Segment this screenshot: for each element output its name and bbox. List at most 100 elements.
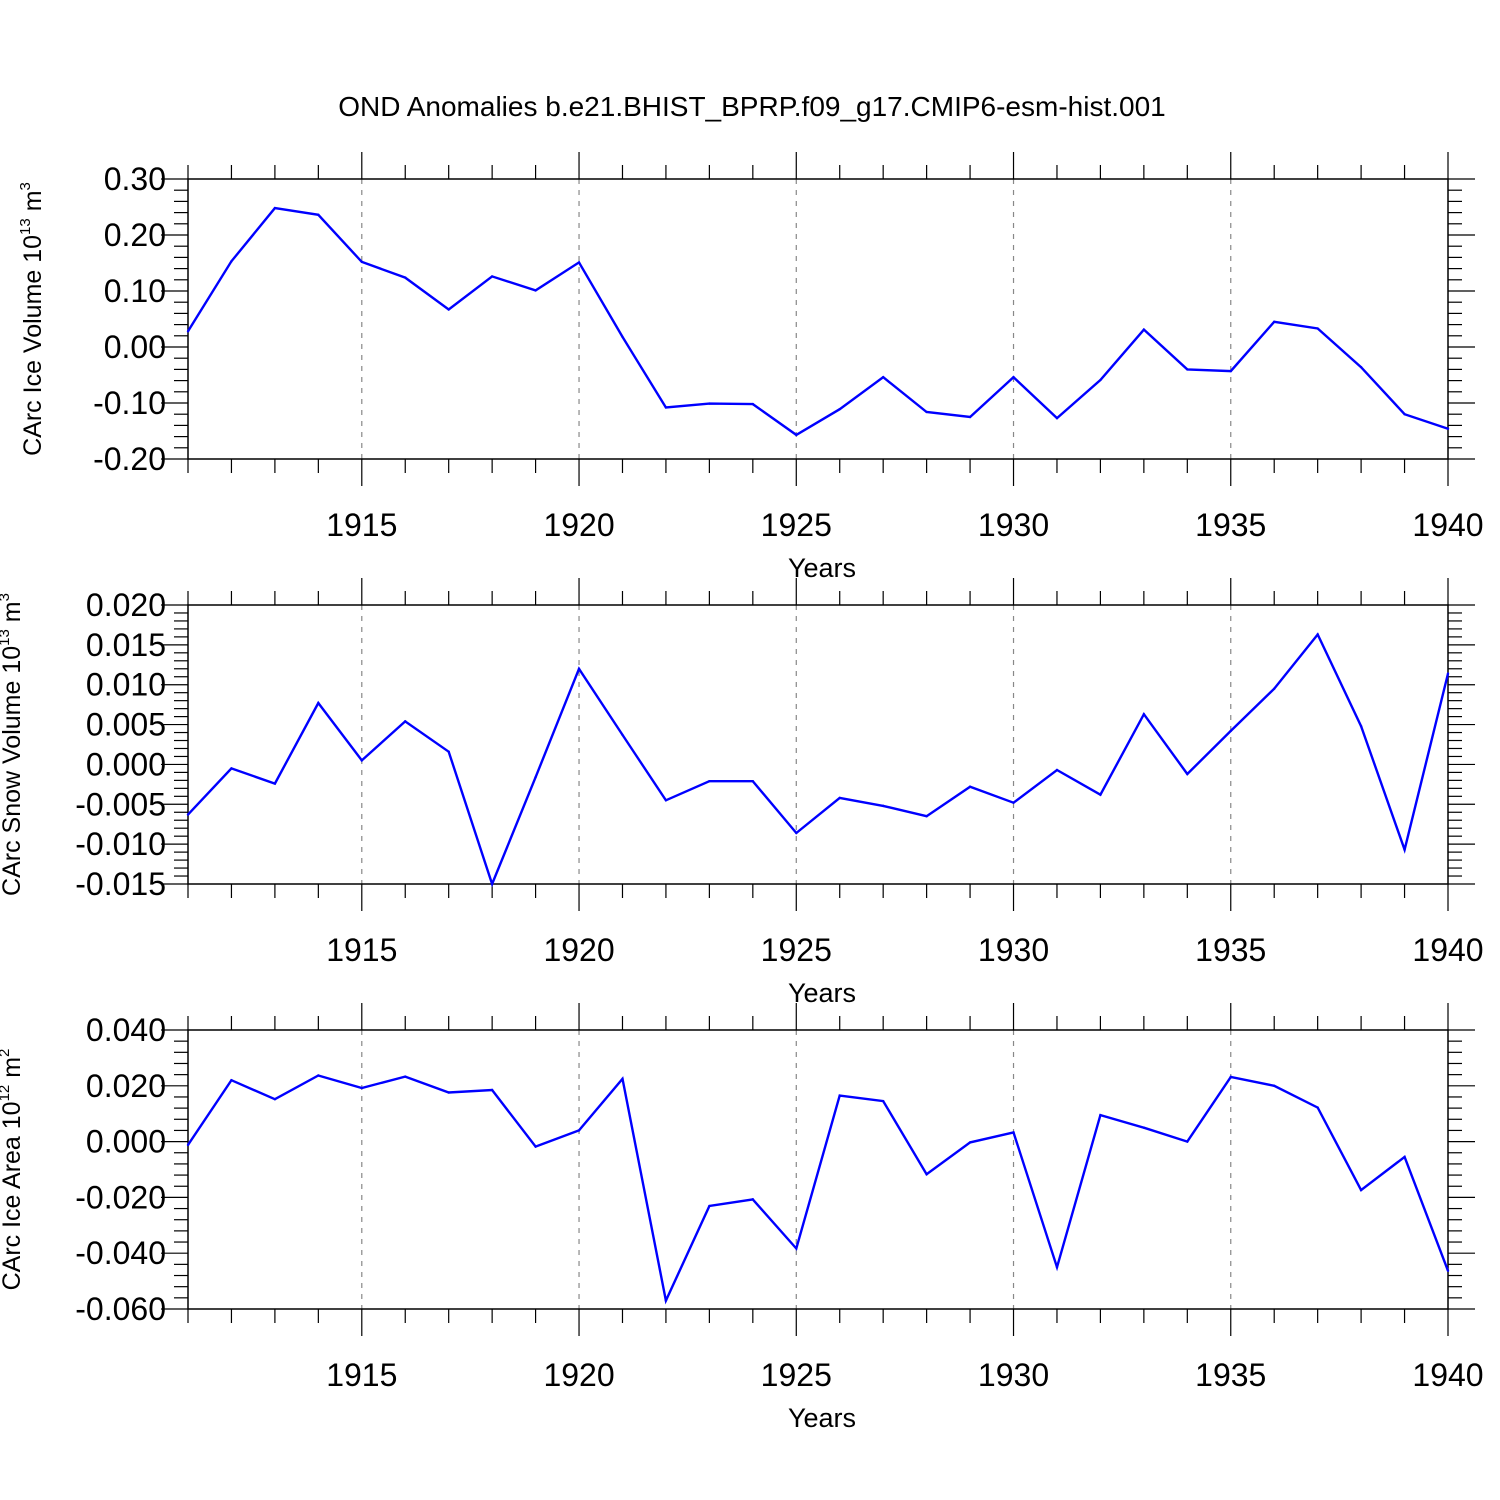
- y-tick-label: 0.10: [104, 273, 166, 309]
- data-point: [795, 1247, 798, 1250]
- data-point: [1142, 713, 1146, 716]
- x-tick-label: 1940: [1412, 1357, 1483, 1393]
- data-point: [534, 1145, 537, 1148]
- plot-frame: [187, 1029, 1449, 1310]
- series-line: [187, 632, 1450, 888]
- x-tick-label: 1940: [1412, 932, 1483, 968]
- data-point: [1316, 1106, 1319, 1109]
- y-tick-label: -0.060: [75, 1291, 166, 1327]
- panel-3: 0.040 0.020 0.000 -0.020 -0.040 -0.060 1915 192…: [0, 1003, 1484, 1433]
- data-point: [751, 779, 755, 783]
- y-tick-label: 0.020: [86, 587, 166, 623]
- x-tick-label: 1925: [761, 1357, 832, 1393]
- y-tick-label: -0.005: [75, 786, 166, 822]
- y-tick-label: 0.005: [86, 707, 166, 743]
- y-tick-label: 0.040: [86, 1012, 166, 1048]
- data-point: [664, 406, 668, 409]
- data-point: [881, 1099, 885, 1103]
- y-axis-label: CArc Ice Area 1012 m2: [0, 1049, 26, 1291]
- data-point: [881, 376, 885, 379]
- data-point: [795, 831, 798, 835]
- data-point: [1359, 365, 1363, 369]
- y-tick-label: -0.020: [75, 1179, 166, 1215]
- x-tick-label: 1920: [543, 1357, 614, 1393]
- data-point: [230, 1079, 233, 1082]
- data-point: [230, 767, 233, 770]
- data-point: [1186, 1140, 1189, 1143]
- data-point: [968, 1141, 972, 1144]
- data-point: [186, 813, 190, 816]
- data-point: [186, 330, 190, 333]
- data-point: [925, 815, 928, 818]
- data-point: [751, 402, 755, 406]
- data-point: [1359, 1188, 1363, 1192]
- x-tick-label: 1935: [1195, 1357, 1266, 1393]
- data-point: [1229, 1075, 1232, 1079]
- data-point: [490, 882, 494, 886]
- x-tick-label: 1930: [978, 932, 1049, 968]
- data-point: [838, 796, 841, 800]
- data-point: [1446, 427, 1450, 430]
- data-point: [1012, 801, 1015, 804]
- plot-frame: [187, 178, 1449, 460]
- data-point: [534, 289, 537, 292]
- data-point: [1446, 1269, 1450, 1272]
- data-point: [490, 275, 494, 278]
- data-point: [708, 1204, 711, 1208]
- data-point: [664, 1299, 668, 1302]
- y-tick-label: 0.30: [104, 161, 166, 197]
- panel-1: 0.30 0.20 0.10 0.00 -0.10 -0.20 1915 1920 1925 19…: [17, 152, 1484, 583]
- y-tick-label: 0.00: [104, 329, 166, 365]
- data-point: [838, 407, 841, 411]
- data-point: [534, 775, 537, 779]
- data-point: [1273, 1084, 1276, 1088]
- data-point: [577, 261, 581, 264]
- data-point: [1359, 724, 1363, 728]
- x-tick-label: 1915: [326, 932, 397, 968]
- data-point: [317, 1074, 320, 1077]
- data-point: [925, 1173, 928, 1176]
- y-tick-label: 0.010: [86, 667, 166, 703]
- data-point: [186, 1143, 190, 1147]
- data-point: [1229, 729, 1232, 733]
- y-tick-label: 0.20: [104, 217, 166, 253]
- data-point: [577, 667, 581, 670]
- y-tick-label: -0.20: [93, 441, 166, 477]
- data-point: [317, 701, 320, 705]
- data-point: [881, 804, 885, 808]
- data-point: [447, 750, 450, 753]
- data-point: [1186, 368, 1189, 371]
- data-point: [1099, 1113, 1102, 1117]
- y-axis-label: CArc Snow Volume 1013 m3: [0, 593, 26, 896]
- chart-title: OND Anomalies b.e21.BHIST_BPRP.f09_g17.C…: [338, 91, 1165, 122]
- data-point: [230, 260, 233, 263]
- data-point: [1229, 369, 1232, 373]
- data-point: [1012, 376, 1015, 379]
- data-point: [577, 1129, 581, 1132]
- data-point: [1446, 672, 1450, 675]
- x-tick-label: 1930: [978, 507, 1049, 543]
- y-tick-label: 0.020: [86, 1068, 166, 1104]
- y-tick-label: -0.010: [75, 826, 166, 862]
- plot-frame: [187, 604, 1449, 885]
- data-point: [1055, 1265, 1059, 1269]
- data-point: [708, 779, 711, 783]
- data-point: [621, 733, 624, 737]
- x-axis-label: Years: [788, 1403, 856, 1433]
- x-axis-label: Years: [788, 553, 856, 583]
- data-point: [1142, 1126, 1146, 1129]
- data-point: [664, 799, 668, 802]
- data-point: [490, 1088, 494, 1092]
- data-point: [1055, 768, 1059, 772]
- x-tick-label: 1915: [326, 507, 397, 543]
- data-point: [404, 1075, 407, 1078]
- data-point: [1055, 416, 1059, 420]
- data-point: [1403, 848, 1406, 851]
- data-point: [1099, 793, 1102, 796]
- data-point: [360, 1086, 363, 1090]
- data-point: [1273, 687, 1276, 690]
- y-tick-label: -0.040: [75, 1235, 166, 1271]
- x-tick-label: 1920: [543, 932, 614, 968]
- data-point: [1012, 1131, 1015, 1134]
